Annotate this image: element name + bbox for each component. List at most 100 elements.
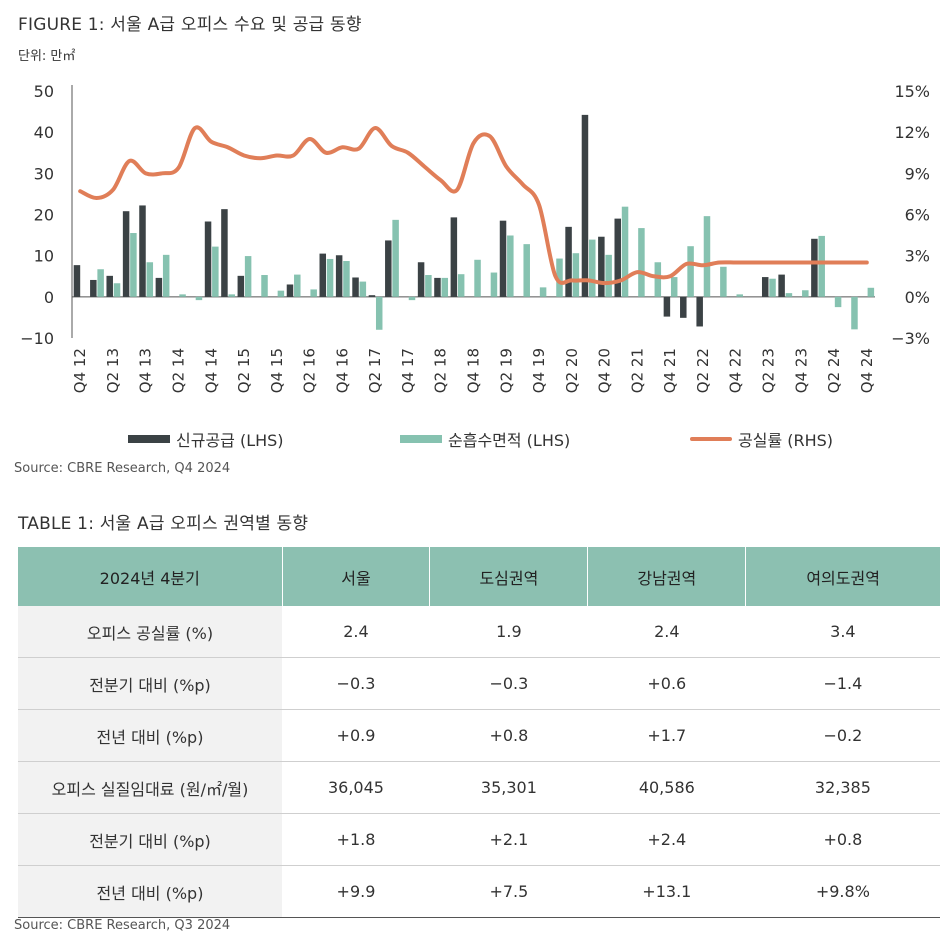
x-axis-tick-label: Q2 24 [825,348,843,393]
net-absorption-bar [818,235,825,297]
net-absorption-bar [523,244,530,297]
net-absorption-bar [146,262,154,297]
row-label: 전분기 대비 (%p) [18,813,282,866]
net-absorption-bar [572,253,580,297]
right-axis-tick-label: 3% [905,247,930,266]
new-supply-bar [385,240,392,297]
right-axis-tick-label: 0% [905,288,930,307]
new-supply-bar [73,265,81,297]
new-supply-bar [450,217,458,297]
left-axis-tick-label: 0 [44,288,54,307]
row-label: 오피스 공실률 (%) [18,606,282,658]
cell-value: +0.8 [429,709,588,762]
district-trends-table: 2024년 4분기 서울 도심권역 강남권역 여의도권역 오피스 공실률 (%)… [18,547,940,918]
x-axis-tick-label: Q4 19 [530,348,548,393]
cell-value: 32,385 [745,761,940,814]
new-supply-bar [352,277,359,297]
right-axis-tick-label: 6% [905,206,930,225]
legend-label-vacancy: 공실률 (RHS) [738,431,834,450]
row-label: 전년 대비 (%p) [18,709,282,762]
left-axis-tick-label: 50 [34,82,54,101]
net-absorption-bar [375,296,383,330]
table-source: Source: CBRE Research, Q3 2024 [14,918,231,933]
net-absorption-bar [539,287,547,297]
left-axis-tick-label: 40 [34,123,54,142]
legend-label-new-supply: 신규공급 (LHS) [176,431,284,450]
cell-value: +0.6 [587,657,746,710]
new-supply-bar [499,220,507,297]
table-row: 오피스 공실률 (%) 2.4 1.9 2.4 3.4 [18,606,940,658]
net-absorption-bar [441,277,449,297]
left-axis-tick-label: 30 [34,164,54,183]
net-absorption-bar [736,294,744,297]
new-supply-bar [581,114,589,297]
new-supply-bar [106,275,113,297]
x-axis-tick-label: Q2 23 [759,348,777,393]
net-absorption-bar [113,283,121,297]
legend-item-vacancy: 공실률 (RHS) [690,427,833,451]
x-axis-tick-label: Q4 12 [71,348,89,393]
table-row: 오피스 실질임대료 (원/㎡/월) 36,045 35,301 40,586 3… [18,761,940,814]
cell-value: +7.5 [429,865,588,918]
x-axis-tick-label: Q2 22 [694,348,712,393]
header-seoul: 서울 [281,547,430,606]
net-absorption-bar [507,235,514,297]
net-absorption-bar [162,254,170,297]
row-label: 전분기 대비 (%p) [18,657,282,710]
cell-value: 1.9 [429,606,588,658]
new-supply-bar [237,275,245,297]
left-axis-tick-label: −10 [20,329,54,348]
new-supply-bar [139,205,146,297]
net-absorption-bar [212,246,219,297]
table-row: 전년 대비 (%p) +0.9 +0.8 +1.7 −0.2 [18,709,940,762]
row-label: 전년 대비 (%p) [18,865,282,918]
header-gbd: 강남권역 [587,547,746,606]
new-supply-bar [286,284,294,297]
net-absorption-bar [621,206,629,297]
figure-source: Source: CBRE Research, Q4 2024 [14,461,231,476]
net-absorption-bar [97,269,104,297]
new-supply-bar [368,295,376,297]
legend-label-net-absorption: 순흡수면적 (LHS) [448,431,571,450]
net-absorption-bar [294,274,301,297]
new-supply-bar [696,296,703,327]
x-axis-tick-label: Q2 18 [432,348,450,393]
new-supply-bar [122,211,130,297]
net-absorption-bar [130,233,137,297]
header-quarter: 2024년 4분기 [18,547,282,606]
legend-swatch-new-supply [128,435,170,443]
cell-value: 2.4 [587,606,746,658]
net-absorption-bar [244,256,252,297]
unit-label: 단위: 만㎡ [18,49,76,64]
table-row: 전년 대비 (%p) +9.9 +7.5 +13.1 +9.8% [18,865,940,918]
new-supply-bar [319,253,327,297]
net-absorption-bar [359,281,367,297]
x-axis-tick-label: Q4 23 [792,348,810,393]
net-absorption-bar [556,258,563,297]
combo-chart: 50 40 30 20 10 0 −10 15% 12% 9% 6% 3% 0% −3% Q4 12 Q2 1… [20,82,930,393]
net-absorption-bar [490,272,498,297]
net-absorption-bar [310,289,317,297]
net-absorption-bar [457,274,465,297]
cell-value: −0.3 [282,657,430,710]
new-supply-bar [335,255,343,297]
new-supply-bar [434,277,441,297]
x-axis-tick-label: Q2 16 [301,348,319,393]
left-axis-tick-label: 10 [34,247,54,266]
x-axis-tick-label: Q4 18 [465,348,483,393]
left-axis-tick-label: 20 [34,206,54,225]
cell-value: −0.2 [745,709,940,762]
new-supply-bar [811,238,818,297]
legend-swatch-net-absorption [400,435,442,443]
x-axis-tick-label: Q4 13 [137,348,155,393]
new-supply-bar [565,226,572,297]
net-absorption-bar [703,216,711,297]
net-absorption-bar [408,296,416,301]
x-axis-tick-label: Q2 19 [497,348,515,393]
net-absorption-bar [670,277,678,297]
net-absorption-bar [277,290,285,297]
net-absorption-bar [474,259,481,297]
right-axis-tick-label: 9% [905,164,930,183]
header-cbd: 도심권역 [429,547,588,606]
new-supply-bar [761,277,769,297]
